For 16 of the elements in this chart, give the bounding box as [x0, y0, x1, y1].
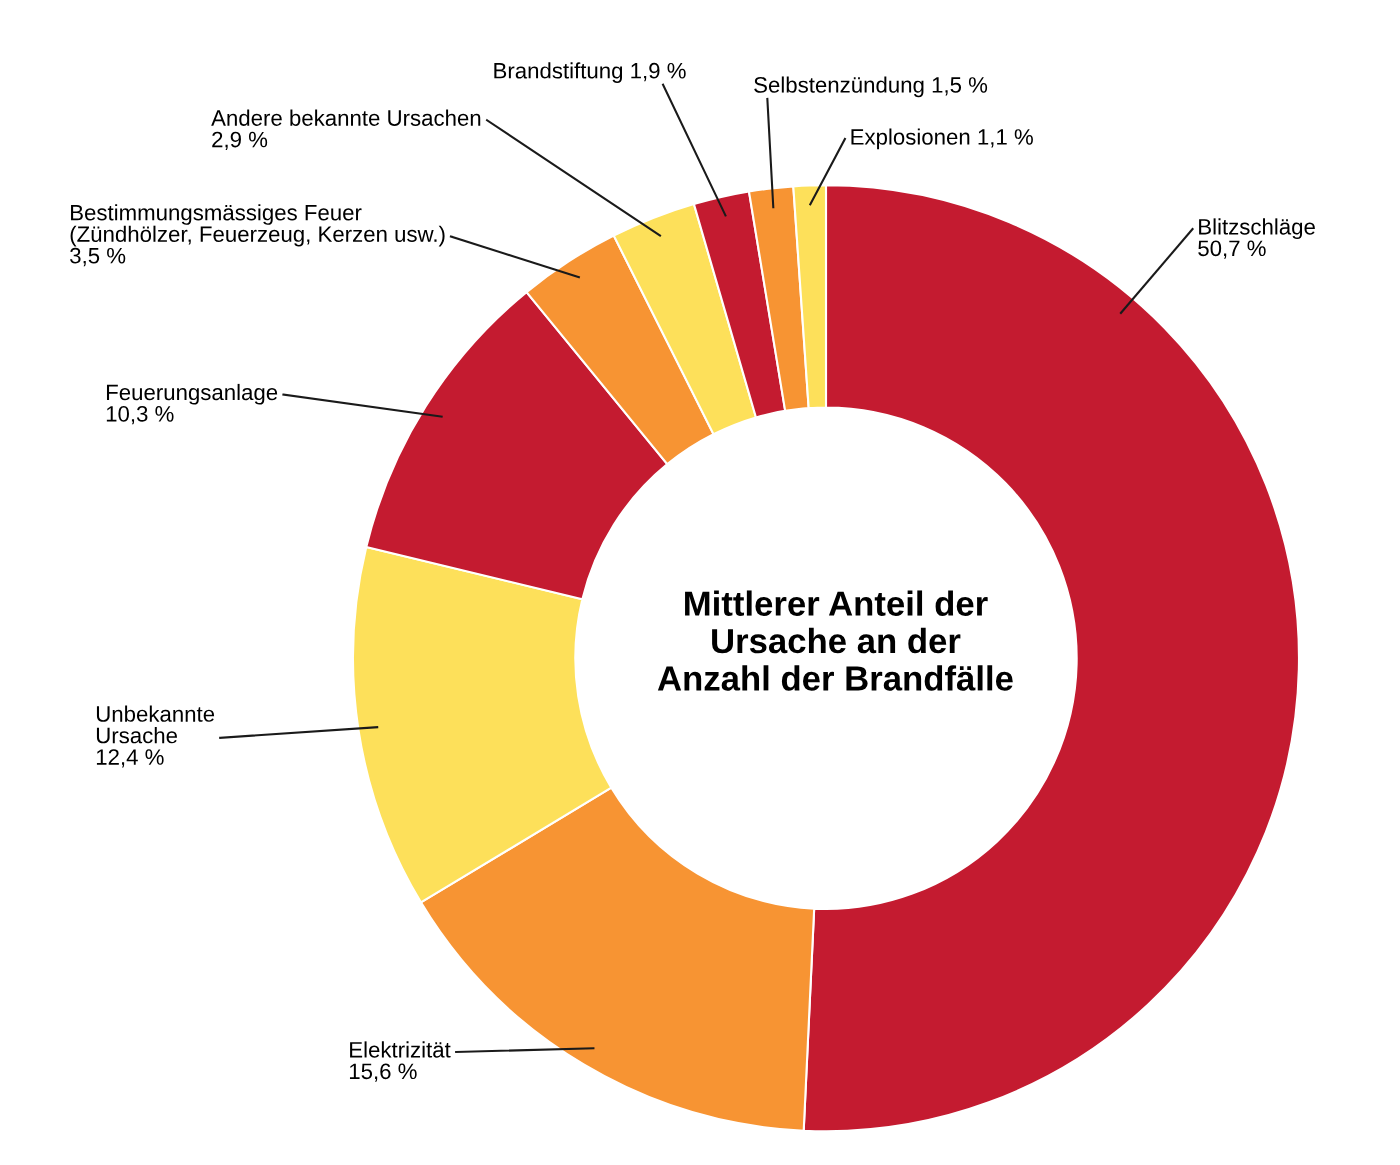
slice-label: Feuerungsanlage	[106, 383, 278, 405]
data-label: 2,9 %	[212, 131, 268, 151]
slice-label: Andere bekannte Ursachen	[211, 109, 481, 126]
data-label: 50,7 %	[1198, 240, 1266, 259]
data-label: 12,4 %	[96, 749, 164, 768]
slice-label: Explosionen 1,1 %	[851, 128, 1033, 150]
data-label: 10,3 %	[106, 406, 174, 425]
data-label: 15,6 %	[349, 1063, 417, 1082]
data-label: 3,5 %	[70, 247, 126, 267]
slice-label: Unbekannte Ursache	[96, 705, 215, 744]
slice-label: Bestimmungsmässiges Feuer (Zündhölzer, Feuerzeug, Kerzen usw.)	[70, 204, 445, 247]
slice-label: Selbstenzündung 1,5 %	[754, 76, 988, 98]
text: Mittlerer Anteil der Ursache an der Anzahl der Brandfälle	[657, 590, 1013, 691]
slice-label: Elektrizität	[350, 1041, 451, 1058]
slice-label: Brandstiftung 1,9 %	[494, 62, 686, 83]
slice-label: Blitzschläge	[1199, 218, 1315, 240]
